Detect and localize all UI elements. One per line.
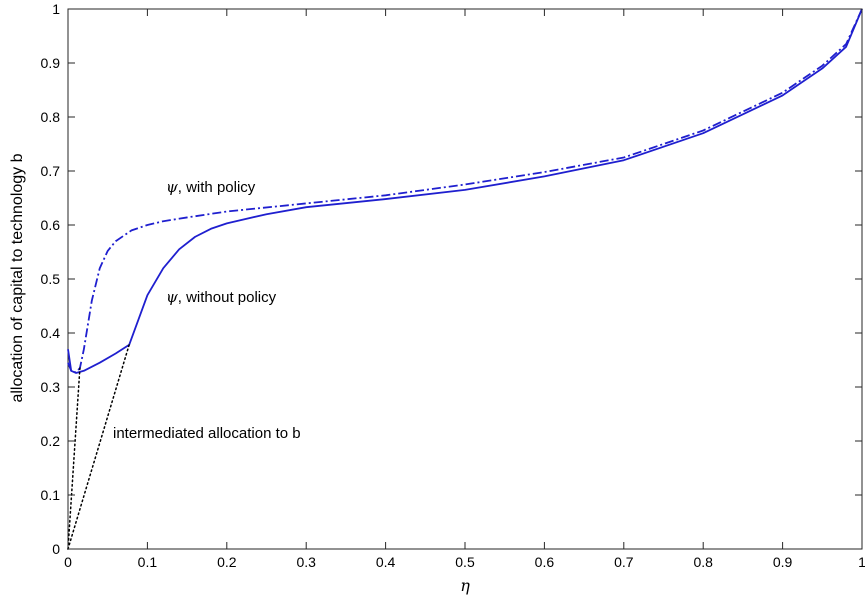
psi-symbol: ψ	[166, 178, 178, 196]
x-tick-label: 0.4	[376, 554, 396, 570]
x-tick-label: 0.1	[138, 554, 158, 570]
annotation-with-policy: ψ, with policy	[166, 178, 256, 196]
y-tick-label: 0.4	[41, 325, 61, 341]
y-tick-label: 0.5	[41, 271, 61, 287]
x-axis-ticks: 0 0.1 0.2 0.3 0.4 0.5 0.6 0.7 0.8 0.9 1	[64, 9, 865, 570]
x-tick-label: 0.5	[455, 554, 475, 570]
series-layer	[67, 8, 863, 550]
y-tick-label: 0.3	[41, 379, 61, 395]
y-axis-label: allocation of capital to technology b	[9, 153, 26, 402]
y-tick-label: 0.9	[41, 55, 61, 71]
series-line-without-policy	[67, 8, 863, 374]
x-axis-label: η	[460, 576, 470, 595]
plot-border	[67, 8, 863, 550]
x-tick-label: 0.3	[296, 554, 316, 570]
annotation-without-policy: ψ, without policy	[166, 288, 277, 306]
x-tick-label: 0	[64, 554, 72, 570]
y-tick-label: 0.7	[41, 163, 61, 179]
y-axis-ticks: 0 0.1 0.2 0.3 0.4 0.5 0.6 0.7 0.8 0.9 1	[41, 1, 862, 557]
annotation-without-policy-text: , without policy	[178, 289, 277, 306]
y-tick-label: 0.8	[41, 109, 61, 125]
x-tick-label: 1	[858, 554, 865, 570]
plot-frame	[67, 8, 863, 550]
x-tick-label: 0.2	[217, 554, 237, 570]
y-tick-label: 0.6	[41, 217, 61, 233]
annotation-with-policy-text: , with policy	[178, 179, 256, 196]
psi-symbol: ψ	[166, 288, 178, 306]
series-line-intermediated-2	[67, 344, 130, 550]
annotation-layer: ψ, with policy ψ, without policy interme…	[113, 178, 301, 442]
y-tick-label: 1	[52, 1, 60, 17]
y-tick-label: 0.1	[41, 487, 61, 503]
x-tick-label: 0.9	[773, 554, 793, 570]
y-tick-label: 0	[52, 541, 60, 557]
x-tick-label: 0.6	[535, 554, 555, 570]
x-tick-label: 0.8	[693, 554, 713, 570]
x-tick-label: 0.7	[614, 554, 634, 570]
y-tick-label: 0.2	[41, 433, 61, 449]
series-line-intermediated-3	[67, 367, 81, 550]
annotation-intermediated: intermediated allocation to b	[113, 425, 301, 442]
series-line-with-policy	[67, 8, 863, 374]
